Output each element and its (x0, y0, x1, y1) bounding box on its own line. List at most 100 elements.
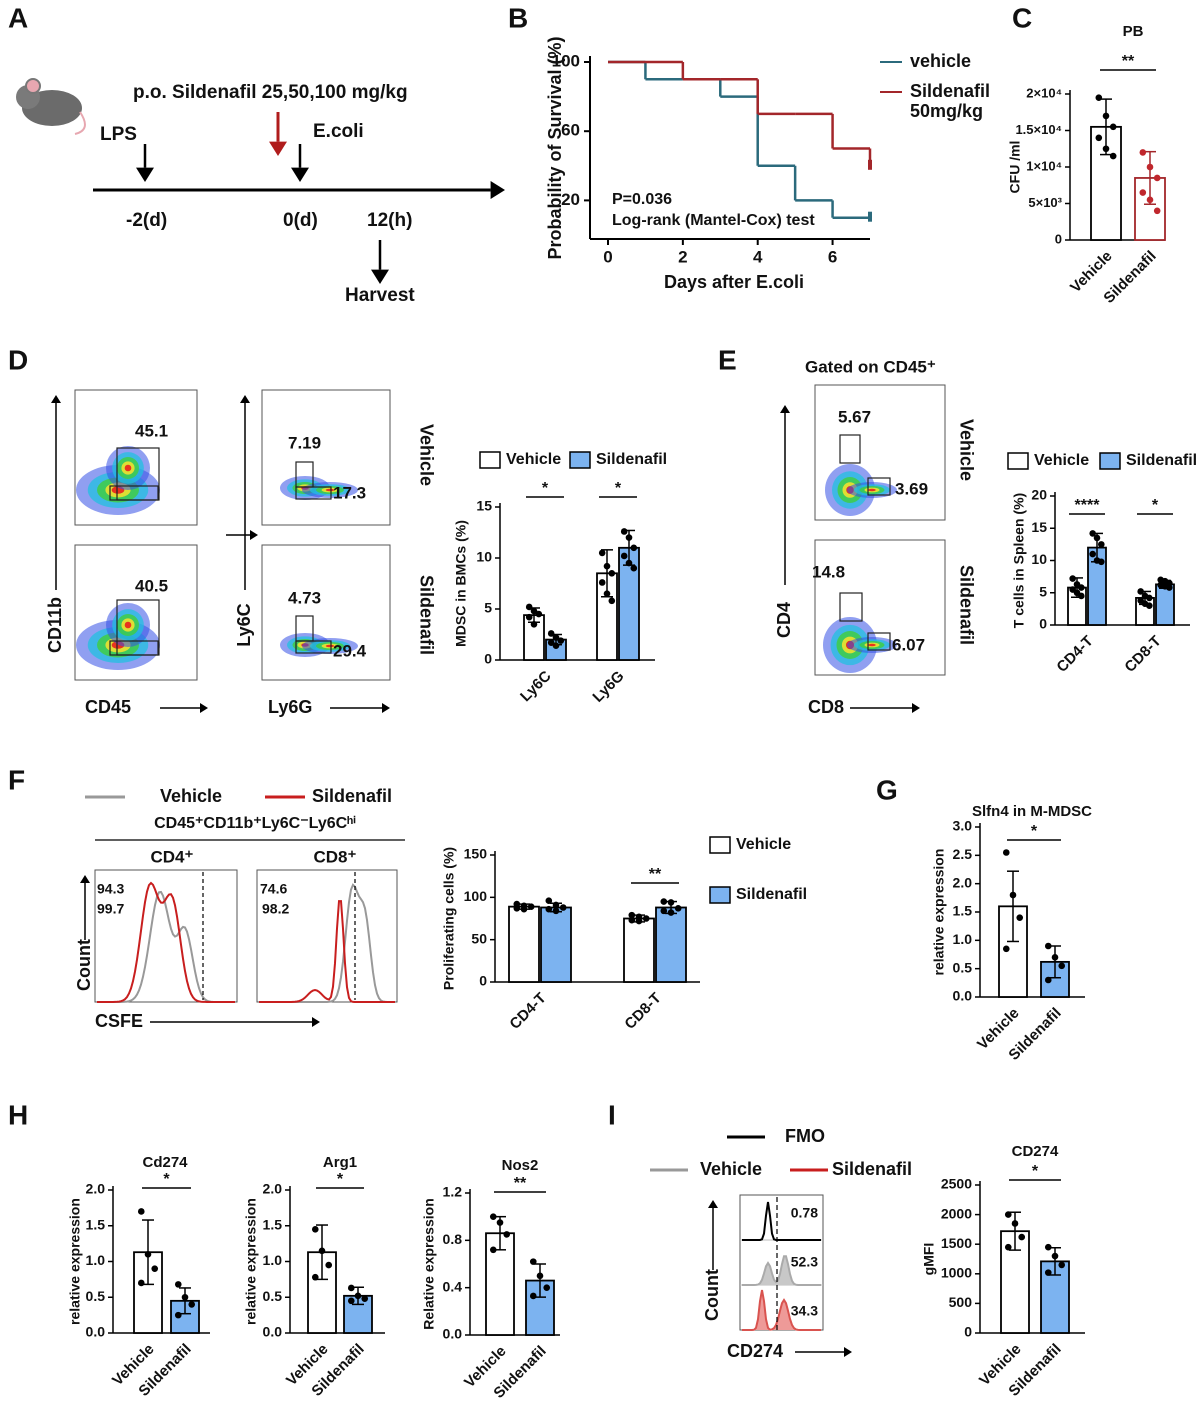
x-tick-label: CD8-T (1121, 633, 1164, 676)
data-point (552, 642, 560, 650)
data-point (1166, 584, 1173, 591)
data-point (598, 549, 606, 557)
gating-header: Gated on CD45⁺ (805, 357, 936, 376)
y-tick-label: 60 (561, 121, 580, 140)
bar (540, 906, 572, 983)
gate-value: 3.69 (895, 479, 928, 498)
data-point (1095, 94, 1103, 101)
data-point (625, 534, 633, 541)
axis-label: CD45 (85, 697, 131, 717)
y-axis-label: T cells in Spleen (%) (1011, 493, 1027, 628)
histogram-frame (94, 869, 238, 1003)
panel-letter: F (8, 764, 25, 795)
y-tick-label: 0.0 (263, 1324, 283, 1340)
y-tick-label: 2000 (941, 1205, 972, 1221)
significance-label: * (163, 1171, 170, 1188)
data-point (1146, 196, 1154, 204)
harvest-label: Harvest (345, 285, 415, 306)
legend-label: Vehicle (736, 836, 791, 853)
chart-title: Cd274 (142, 1154, 188, 1171)
time-label: 12(h) (367, 210, 412, 231)
axis-label: Count (702, 1269, 722, 1321)
data-point (598, 579, 606, 586)
axis-label: CSFE (95, 1011, 143, 1031)
data-point (181, 1293, 189, 1301)
row-label: Sildenafil (956, 565, 976, 645)
histogram (97, 881, 235, 1003)
data-point (347, 1297, 355, 1305)
x-tick-label: Ly6C (517, 667, 555, 705)
panel-letter: H (8, 1099, 28, 1130)
significance-label: * (1031, 823, 1038, 840)
treatment-label: p.o. Sildenafil 25,50,100 mg/kg (133, 82, 408, 103)
legend-label: FMO (785, 1126, 825, 1146)
y-tick-label: 500 (949, 1294, 973, 1310)
axis-label: Ly6C (234, 603, 254, 646)
population-label: CD45⁺CD11b⁺Ly6C⁻Ly6Cʰⁱ (154, 815, 356, 832)
chart-title: Arg1 (323, 1154, 357, 1171)
chart-title: PB (1123, 23, 1144, 40)
legend-label: Sildenafil (832, 1159, 912, 1179)
histogram (742, 1201, 821, 1241)
data-point (1146, 163, 1154, 171)
event-label: E.coli (313, 121, 364, 142)
significance-label: ** (514, 1175, 527, 1192)
data-point (667, 899, 675, 906)
legend-swatch (1099, 452, 1121, 470)
data-point (525, 613, 533, 621)
data-point (529, 1258, 537, 1265)
event-label: LPS (100, 124, 137, 145)
y-tick-label: 15 (476, 498, 492, 514)
gate-value: 29.4 (333, 641, 367, 660)
data-point (1098, 541, 1105, 548)
data-point (530, 621, 538, 628)
axis-label: CD8 (808, 697, 844, 717)
y-tick-label: 0 (1039, 616, 1047, 632)
subset-label: CD4⁺ (151, 847, 194, 866)
y-tick-label: 2.0 (953, 874, 973, 890)
histogram (742, 1255, 821, 1286)
y-tick-label: 0.5 (86, 1288, 106, 1304)
data-point (1093, 534, 1101, 542)
data-point (503, 1231, 511, 1238)
gate-value: 5.67 (838, 407, 871, 426)
y-tick-label: 1000 (941, 1265, 972, 1281)
data-point (1011, 1220, 1019, 1227)
legend-swatch (709, 836, 731, 854)
y-tick-label: 1.5×10⁴ (1015, 122, 1062, 137)
panel-letter: C (1012, 2, 1032, 33)
bar (623, 917, 655, 983)
y-tick-label: 0.0 (443, 1326, 463, 1342)
significance-label: * (542, 480, 549, 497)
gate-value: 7.19 (288, 433, 321, 452)
y-tick-label: 2500 (941, 1176, 972, 1192)
legend-label: Sildenafil (596, 451, 667, 468)
density-cloud (124, 464, 132, 472)
gate-value: 45.1 (135, 421, 168, 440)
data-point (1058, 962, 1066, 970)
data-point (628, 916, 636, 924)
legend-label: vehicle (910, 51, 972, 71)
data-point (1098, 558, 1105, 566)
legend-label: Sildenafil (312, 786, 392, 806)
arrow-head (912, 703, 920, 713)
flow-gate (839, 434, 861, 464)
y-axis-label: Proliferating cells (%) (441, 847, 457, 990)
y-tick-label: 100 (464, 888, 488, 904)
arrow-head (291, 167, 309, 182)
data-point (1002, 849, 1010, 856)
data-point (630, 564, 638, 572)
density-cloud (868, 643, 876, 647)
data-point (1018, 1233, 1026, 1241)
significance-label: ** (1122, 53, 1135, 70)
data-point (1069, 575, 1076, 582)
y-tick-label: 0.5 (953, 959, 973, 975)
data-point (552, 901, 560, 909)
data-point (144, 1251, 152, 1258)
data-point (489, 1246, 497, 1254)
flow-gate (839, 592, 863, 622)
flow-gate (295, 640, 332, 654)
flow-plot-frame (261, 544, 391, 681)
arrow-head (312, 1017, 320, 1027)
legend-label: Vehicle (700, 1159, 762, 1179)
